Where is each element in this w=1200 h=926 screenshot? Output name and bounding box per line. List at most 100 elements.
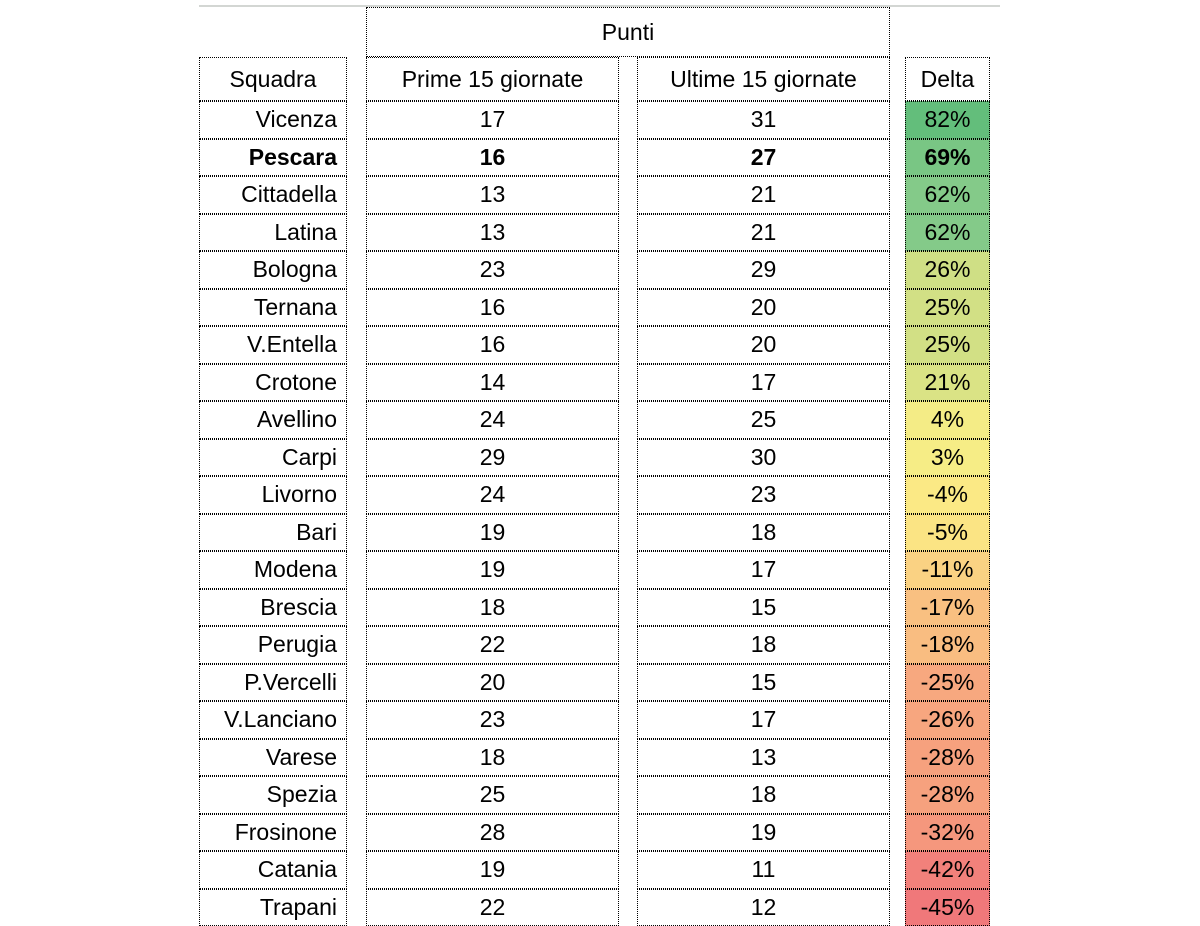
cell-team[interactable]: Latina — [199, 214, 347, 252]
cell-first-15[interactable]: 23 — [366, 251, 619, 289]
cell-first-15[interactable]: 14 — [366, 364, 619, 402]
cell-first-15[interactable]: 18 — [366, 739, 619, 777]
cell-first-15[interactable]: 20 — [366, 664, 619, 702]
cell-delta[interactable]: 25% — [905, 326, 990, 364]
cell-first-15[interactable]: 19 — [366, 514, 619, 552]
cell-first-15[interactable]: 17 — [366, 101, 619, 139]
cell-last-15[interactable]: 12 — [637, 889, 890, 926]
cell-last-15[interactable]: 29 — [637, 251, 890, 289]
cell-team[interactable]: Avellino — [199, 401, 347, 439]
cell-first-15[interactable]: 29 — [366, 439, 619, 477]
cell-first-15[interactable]: 22 — [366, 889, 619, 926]
cell-last-15[interactable]: 17 — [637, 364, 890, 402]
cell-delta[interactable]: -42% — [905, 851, 990, 889]
cell-delta[interactable]: -4% — [905, 476, 990, 514]
cell-delta[interactable]: -11% — [905, 551, 990, 589]
cell-first-15[interactable]: 18 — [366, 589, 619, 627]
cell-first-15[interactable]: 24 — [366, 476, 619, 514]
cell-first-15[interactable]: 16 — [366, 326, 619, 364]
cell-team[interactable]: Bologna — [199, 251, 347, 289]
cell-team[interactable]: Pescara — [199, 139, 347, 177]
cell-delta[interactable]: 4% — [905, 401, 990, 439]
cell-first-15[interactable]: 19 — [366, 551, 619, 589]
cell-first-15[interactable]: 19 — [366, 851, 619, 889]
cell-team[interactable]: Modena — [199, 551, 347, 589]
cell-delta[interactable]: 62% — [905, 176, 990, 214]
cell-last-15[interactable]: 18 — [637, 776, 890, 814]
gap-cell — [890, 251, 905, 289]
cell-delta[interactable]: -25% — [905, 664, 990, 702]
column-header-first-15[interactable]: Prime 15 giornate — [366, 57, 619, 101]
cell-last-15[interactable]: 20 — [637, 326, 890, 364]
cell-team[interactable]: Catania — [199, 851, 347, 889]
cell-first-15[interactable]: 28 — [366, 814, 619, 852]
column-header-team[interactable]: Squadra — [199, 57, 347, 101]
cell-delta[interactable]: 3% — [905, 439, 990, 477]
gap-cell — [347, 101, 366, 139]
gap-cell — [890, 439, 905, 477]
cell-first-15[interactable]: 16 — [366, 289, 619, 327]
cell-team[interactable]: Brescia — [199, 589, 347, 627]
cell-team[interactable]: Vicenza — [199, 101, 347, 139]
cell-first-15[interactable]: 23 — [366, 701, 619, 739]
gap-cell — [347, 664, 366, 702]
cell-last-15[interactable]: 21 — [637, 214, 890, 252]
cell-first-15[interactable]: 25 — [366, 776, 619, 814]
cell-first-15[interactable]: 22 — [366, 626, 619, 664]
cell-last-15[interactable]: 27 — [637, 139, 890, 177]
cell-first-15[interactable]: 13 — [366, 214, 619, 252]
cell-team[interactable]: Crotone — [199, 364, 347, 402]
column-header-last-15[interactable]: Ultime 15 giornate — [637, 57, 890, 101]
cell-first-15[interactable]: 13 — [366, 176, 619, 214]
cell-delta[interactable]: -18% — [905, 626, 990, 664]
gap-cell — [619, 401, 637, 439]
cell-team[interactable]: Perugia — [199, 626, 347, 664]
cell-last-15[interactable]: 11 — [637, 851, 890, 889]
cell-team[interactable]: P.Vercelli — [199, 664, 347, 702]
cell-delta[interactable]: -28% — [905, 776, 990, 814]
cell-team[interactable]: Spezia — [199, 776, 347, 814]
group-header-row: Punti — [199, 7, 990, 57]
cell-team[interactable]: Bari — [199, 514, 347, 552]
cell-team[interactable]: Varese — [199, 739, 347, 777]
cell-team[interactable]: Frosinone — [199, 814, 347, 852]
cell-last-15[interactable]: 15 — [637, 664, 890, 702]
table-row: Crotone 14 17 21% — [199, 364, 990, 402]
cell-team[interactable]: Carpi — [199, 439, 347, 477]
cell-last-15[interactable]: 19 — [637, 814, 890, 852]
cell-team[interactable]: V.Entella — [199, 326, 347, 364]
cell-delta[interactable]: -5% — [905, 514, 990, 552]
cell-last-15[interactable]: 18 — [637, 514, 890, 552]
cell-last-15[interactable]: 18 — [637, 626, 890, 664]
cell-delta[interactable]: 62% — [905, 214, 990, 252]
cell-last-15[interactable]: 17 — [637, 701, 890, 739]
gap-cell — [347, 701, 366, 739]
cell-last-15[interactable]: 25 — [637, 401, 890, 439]
cell-last-15[interactable]: 17 — [637, 551, 890, 589]
cell-first-15[interactable]: 16 — [366, 139, 619, 177]
cell-delta[interactable]: 69% — [905, 139, 990, 177]
cell-delta[interactable]: 25% — [905, 289, 990, 327]
cell-delta[interactable]: -26% — [905, 701, 990, 739]
cell-last-15[interactable]: 15 — [637, 589, 890, 627]
cell-team[interactable]: Trapani — [199, 889, 347, 926]
cell-delta[interactable]: -32% — [905, 814, 990, 852]
cell-delta[interactable]: 21% — [905, 364, 990, 402]
cell-delta[interactable]: 26% — [905, 251, 990, 289]
cell-team[interactable]: Cittadella — [199, 176, 347, 214]
cell-delta[interactable]: 82% — [905, 101, 990, 139]
cell-last-15[interactable]: 31 — [637, 101, 890, 139]
cell-last-15[interactable]: 13 — [637, 739, 890, 777]
cell-team[interactable]: Ternana — [199, 289, 347, 327]
cell-team[interactable]: V.Lanciano — [199, 701, 347, 739]
column-header-delta[interactable]: Delta — [905, 57, 990, 101]
cell-last-15[interactable]: 30 — [637, 439, 890, 477]
cell-delta[interactable]: -28% — [905, 739, 990, 777]
cell-last-15[interactable]: 23 — [637, 476, 890, 514]
cell-delta[interactable]: -17% — [905, 589, 990, 627]
cell-team[interactable]: Livorno — [199, 476, 347, 514]
cell-first-15[interactable]: 24 — [366, 401, 619, 439]
cell-last-15[interactable]: 21 — [637, 176, 890, 214]
cell-delta[interactable]: -45% — [905, 889, 990, 926]
cell-last-15[interactable]: 20 — [637, 289, 890, 327]
